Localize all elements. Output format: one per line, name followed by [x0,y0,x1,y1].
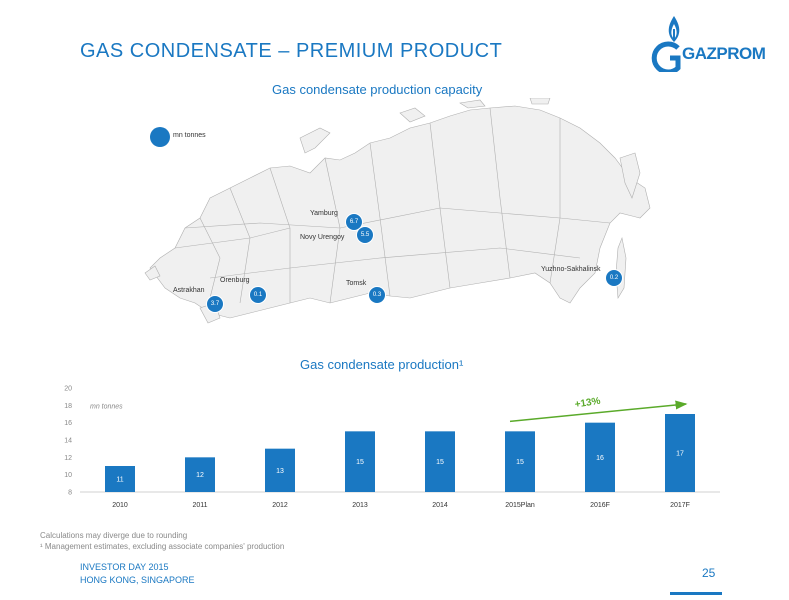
y-tick-label: 8 [68,490,72,497]
legend-bubble [150,127,170,147]
growth-arrow [509,400,688,423]
capacity-bubble-astrakhan: 3.7 [207,296,223,312]
production-bar-chart: 8 10 12 14 16 18 20 mn tonnes 11 2010 12 2011 13 2012… [50,380,730,515]
x-tick-label: 2015Plan [505,502,535,509]
bar [585,422,615,492]
x-tick-label: 2012 [272,502,288,509]
capacity-bubble-yuzhno-sakhalinsk: 0.2 [606,270,622,286]
bar-value-label: 12 [196,472,204,479]
map-title: Gas condensate production capacity [272,82,483,97]
production-bar-chart-svg: 8 10 12 14 16 18 20 mn tonnes 11 2010 12 2011 13 2012… [64,386,720,509]
footnote-rounding: Calculations may diverge due to rounding [40,531,188,540]
city-label-novy-urengoy: Novy Urengoy [300,234,345,241]
bar-value-label: 11 [116,477,123,484]
bar [265,448,295,492]
capacity-bubble-tomsk: 0.3 [369,287,385,303]
footnote-management: ¹ Management estimates, excluding associ… [40,542,285,551]
bar [345,431,375,492]
bar [185,457,215,492]
y-tick-label: 14 [64,438,72,445]
legend-unit: mn tonnes [173,132,206,139]
city-label-orenburg: Orenburg [220,277,250,284]
x-tick-label: 2013 [352,502,368,509]
city-label-yuzhno-sakhalinsk: Yuzhno-Sakhalinsk [541,266,601,273]
y-axis-unit-label: mn tonnes [90,403,123,410]
bar [105,466,135,492]
bar-value-label: 17 [676,451,684,458]
russia-map-graphic [144,97,651,324]
bar-value-label: 15 [516,459,524,466]
x-tick-label: 2011 [192,502,207,509]
bar-value-label: 15 [436,459,444,466]
bar [665,414,695,492]
bar [505,431,535,492]
logo-text: GAZPROM [682,44,766,63]
x-tick-label: 2010 [112,502,128,509]
growth-annotation: +13% [574,396,601,411]
russia-map [140,97,660,338]
y-tick-label: 10 [64,472,72,479]
y-tick-label: 18 [64,403,72,410]
footer-location: HONG KONG, SINGAPORE [80,575,195,585]
capacity-bubble-novy-urengoy: 5.5 [357,227,373,243]
bar-value-label: 15 [356,459,364,466]
x-tick-label: 2016F [590,502,610,509]
bar-value-label: 16 [596,455,604,462]
page-title: GAS CONDENSATE – PREMIUM PRODUCT [80,40,503,62]
x-tick-label: 2017F [670,502,690,509]
bar-value-label: 13 [276,468,284,475]
x-tick-label: 2014 [432,502,448,509]
bar [425,431,455,492]
capacity-bubble-yamburg: 6.7 [346,214,362,230]
footer-accent-bar [670,592,722,595]
y-tick-label: 12 [64,455,72,462]
city-label-yamburg: Yamburg [310,210,338,217]
chart-title: Gas condensate production¹ [300,357,464,372]
city-label-tomsk: Tomsk [346,280,367,287]
gazprom-logo: GAZPROM [648,12,772,75]
capacity-bubble-orenburg: 0.1 [250,287,266,303]
footer-event: INVESTOR DAY 2015 [80,562,169,572]
flame-icon [651,16,681,75]
y-tick-label: 20 [64,386,72,393]
page-number: 25 [702,566,716,580]
y-tick-label: 16 [64,420,72,427]
city-label-astrakhan: Astrakhan [173,287,205,294]
